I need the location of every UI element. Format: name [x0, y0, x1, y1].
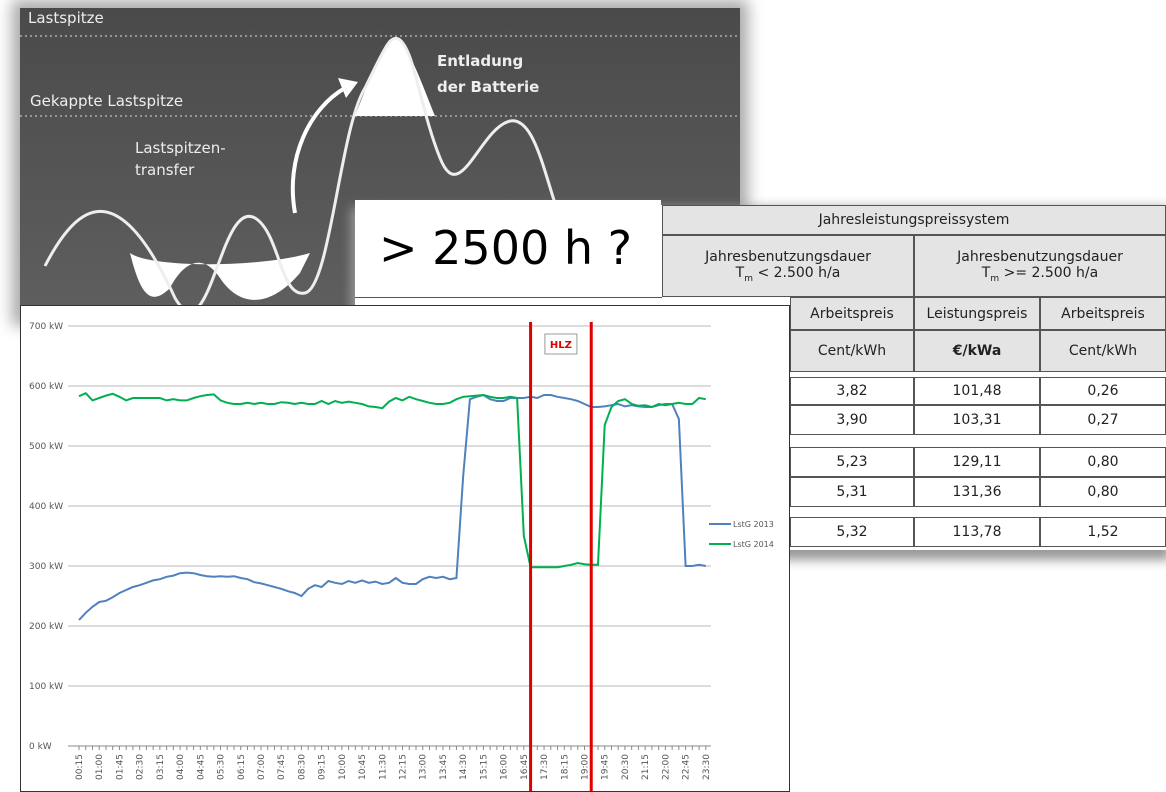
- table-cell: 0,80: [1040, 447, 1166, 477]
- x-tick-label: 16:45: [520, 754, 530, 780]
- x-tick-label: 00:15: [75, 754, 85, 780]
- y-tick-label: 700 kW: [29, 322, 63, 332]
- x-tick-label: 13:45: [439, 754, 449, 780]
- x-tick-label: 07:45: [277, 754, 287, 780]
- table-cell: Cent/kWh: [1040, 330, 1166, 372]
- y-tick-label: 100 kW: [29, 682, 63, 692]
- table-cell: Arbeitspreis: [1040, 297, 1166, 330]
- y-tick-label: 200 kW: [29, 622, 63, 632]
- legend-label: LstG 2014: [733, 540, 774, 549]
- rule: [355, 297, 662, 298]
- table-cell: 1,52: [1040, 517, 1166, 547]
- table-cell: 5,32: [790, 517, 914, 547]
- y-tick-label: 400 kW: [29, 502, 63, 512]
- hlz-label: HLZ: [550, 340, 572, 351]
- x-tick-label: 01:00: [95, 754, 105, 780]
- x-tick-label: 05:30: [217, 754, 227, 780]
- x-tick-label: 13:00: [419, 754, 429, 780]
- x-tick-label: 16:00: [500, 754, 510, 780]
- table-cell: 103,31: [914, 405, 1040, 435]
- x-tick-label: 19:00: [581, 754, 591, 780]
- label: Lastspitze: [28, 9, 104, 27]
- label: der Batterie: [437, 78, 539, 96]
- table-cell: 0,27: [1040, 405, 1166, 435]
- table-cell: 3,90: [790, 405, 914, 435]
- table-cell: 5,31: [790, 477, 914, 507]
- x-tick-label: 02:30: [136, 754, 146, 780]
- y-tick-label: 500 kW: [29, 442, 63, 452]
- table-cell: 131,36: [914, 477, 1040, 507]
- y-tick-label: 300 kW: [29, 562, 63, 572]
- table-cell: Cent/kWh: [790, 330, 914, 372]
- x-tick-label: 09:15: [318, 754, 328, 780]
- question: > 2500 h ?: [355, 200, 661, 297]
- x-tick-label: 14:30: [459, 754, 469, 780]
- x-tick-label: 17:30: [540, 754, 550, 780]
- table-cell: 3,82: [790, 377, 914, 405]
- y-tick-label: 0 kW: [29, 742, 52, 752]
- x-tick-label: 20:30: [621, 754, 631, 780]
- label: Lastspitzen-: [135, 139, 226, 157]
- group-label: Jahresbenutzungsdauer: [957, 249, 1123, 265]
- table-cell: Leistungspreis: [914, 297, 1040, 330]
- x-tick-label: 04:00: [176, 754, 186, 780]
- x-tick-label: 10:45: [358, 754, 368, 780]
- x-tick-label: 11:30: [378, 754, 388, 780]
- label: Gekappte Lastspitze: [30, 92, 183, 110]
- text: < 2.500 h/a: [753, 265, 840, 281]
- page: Lastspitze Gekappte Lastspitze Lastspitz…: [0, 0, 1166, 792]
- y-tick-label: 600 kW: [29, 382, 63, 392]
- chart: 0 kW 100 kW 200 kW 300 kW 400 kW 500 kW 600 kW…: [20, 305, 790, 792]
- x-tick-label: 21:15: [641, 754, 651, 780]
- label: transfer: [135, 161, 195, 179]
- x-tick-label: 03:15: [156, 754, 166, 780]
- table-cell: 5,23: [790, 447, 914, 477]
- x-tick-label: 19:45: [601, 754, 611, 780]
- x-tick-label: 23:30: [702, 754, 712, 780]
- x-tick-label: 08:30: [297, 754, 307, 780]
- x-tick-label: 22:00: [661, 754, 671, 780]
- group-condition: Tm >= 2.500 h/a: [982, 265, 1098, 284]
- x-tick-label: 10:00: [338, 754, 348, 780]
- x-tick-label: 12:15: [399, 754, 409, 780]
- group-condition: Tm < 2.500 h/a: [736, 265, 841, 284]
- text: T: [736, 265, 745, 281]
- series-line: [79, 393, 706, 567]
- group-label: Jahresbenutzungsdauer: [705, 249, 871, 265]
- label: Entladung: [437, 52, 523, 70]
- table-cell: 0,26: [1040, 377, 1166, 405]
- series-line: [79, 395, 706, 620]
- arrow-head: [338, 78, 358, 98]
- x-tick-label: 07:00: [257, 754, 267, 780]
- text: >= 2.500 h/a: [999, 265, 1098, 281]
- text: m: [744, 273, 753, 283]
- x-tick-label: 18:15: [560, 754, 570, 780]
- table-cell: 0,80: [1040, 477, 1166, 507]
- table-cell: 101,48: [914, 377, 1040, 405]
- table-cell: Arbeitspreis: [790, 297, 914, 330]
- table-cell: 129,11: [914, 447, 1040, 477]
- x-tick-label: 22:45: [682, 754, 692, 780]
- table-cell: Jahresleistungspreissystem: [662, 205, 1166, 235]
- table-cell: €/kWa: [914, 330, 1040, 372]
- text: m: [990, 273, 999, 283]
- x-tick-label: 01:45: [115, 754, 125, 780]
- table-cell: 113,78: [914, 517, 1040, 547]
- x-tick-label: 15:15: [479, 754, 489, 780]
- x-tick-label: 06:15: [237, 754, 247, 780]
- x-tick-label: 04:45: [196, 754, 206, 780]
- legend-label: LstG 2013: [733, 520, 774, 529]
